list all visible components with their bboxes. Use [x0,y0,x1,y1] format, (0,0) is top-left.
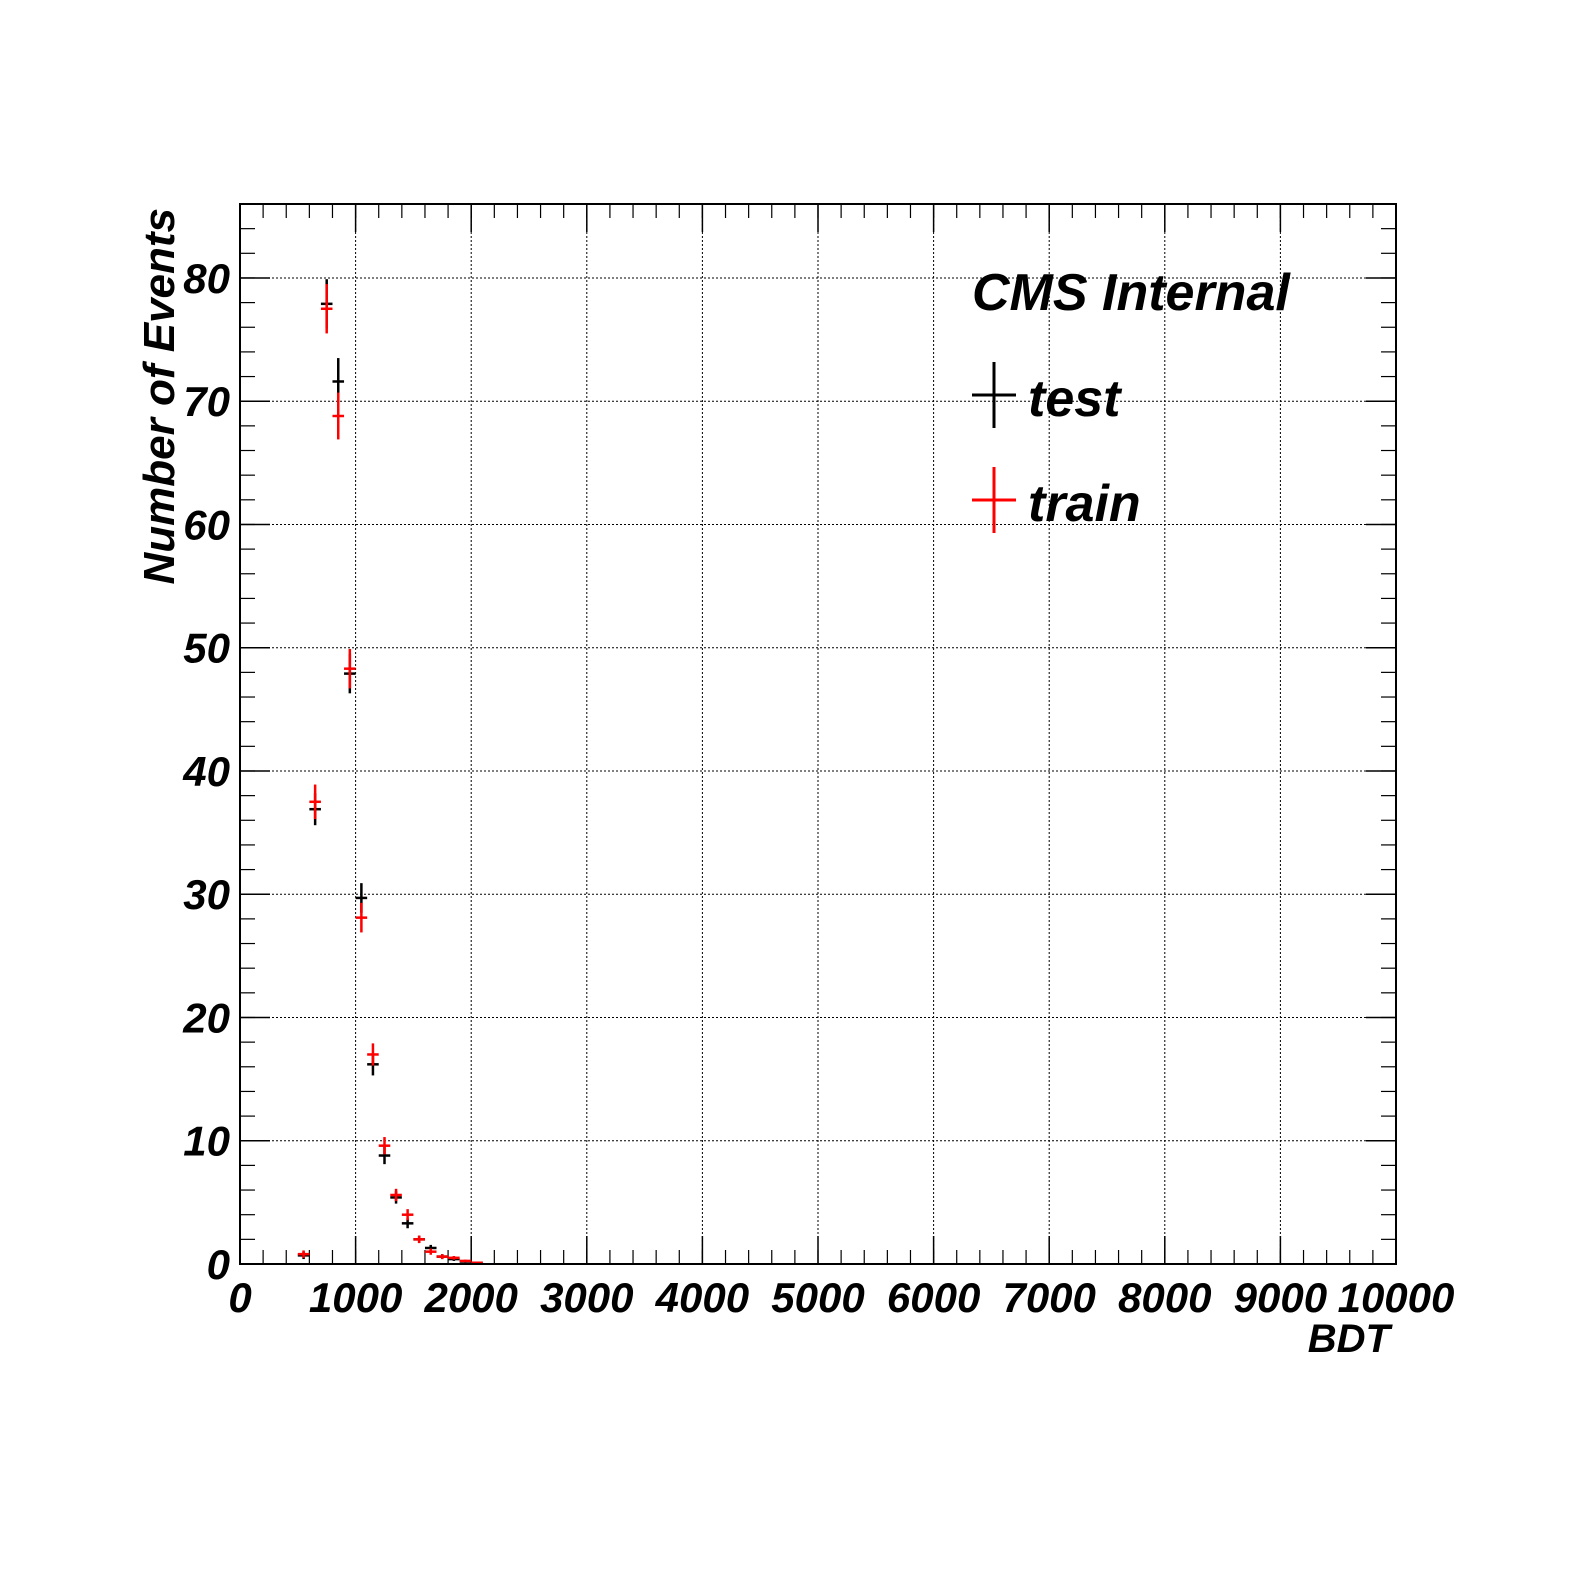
x-tick-label: 4000 [655,1274,749,1321]
series-train [297,284,483,1265]
x-tick-label: 0 [228,1274,251,1321]
x-tick-label: 8000 [1118,1274,1211,1321]
data-point-train [309,784,321,820]
data-point-train [401,1209,414,1221]
data-point-train [355,902,368,933]
y-tick-label: 20 [182,994,230,1041]
x-tick-label: 7000 [1002,1274,1095,1321]
legend-label-train: train [1028,475,1141,533]
data-point-train [436,1254,449,1260]
data-point-train [320,284,333,334]
data-point-train [424,1248,437,1255]
grid [240,204,1396,1264]
legend-label-test: test [1028,370,1123,428]
plot-frame [239,203,1397,1265]
cms-internal-annotation: CMS Internal [972,264,1291,322]
y-tick-label: 80 [183,255,230,302]
data-point-train [332,392,345,440]
data-point-train [390,1188,402,1202]
tick-labels: 0 1000 2000 3000 4000 5000 6000 7000 8000 9000 100… [182,255,1454,1321]
x-tick-label: 5000 [771,1274,864,1321]
y-tick-label: 60 [183,501,230,548]
x-tick-label: 6000 [887,1274,980,1321]
legend-entry-train: train [972,467,1141,533]
data-point-train [344,648,356,689]
legend: test train [972,362,1141,533]
data-point-train [448,1255,460,1260]
legend-entry-test: test [972,362,1123,428]
data-point-train [297,1250,310,1258]
x-axis-label: BDT [1308,1317,1394,1361]
y-tick-label: 40 [182,748,230,795]
y-tick-label: 70 [183,378,230,425]
x-tick-label: 9000 [1234,1274,1327,1321]
y-tick-label: 10 [183,1118,230,1165]
x-tick-label: 3000 [540,1274,633,1321]
x-tick-label: 1000 [309,1274,402,1321]
y-tick-label: 30 [183,871,230,918]
y-tick-label: 50 [183,625,230,672]
x-tick-label: 2000 [423,1274,517,1321]
data-point-train [459,1259,472,1263]
data-point-train [367,1043,379,1066]
x-tick-label: 10000 [1338,1274,1455,1321]
data-point-train [413,1235,425,1244]
y-axis-label: Number of Events [135,208,184,585]
data-point-train [378,1137,391,1155]
data-markers [297,279,483,1265]
y-tick-label: 0 [207,1241,230,1288]
